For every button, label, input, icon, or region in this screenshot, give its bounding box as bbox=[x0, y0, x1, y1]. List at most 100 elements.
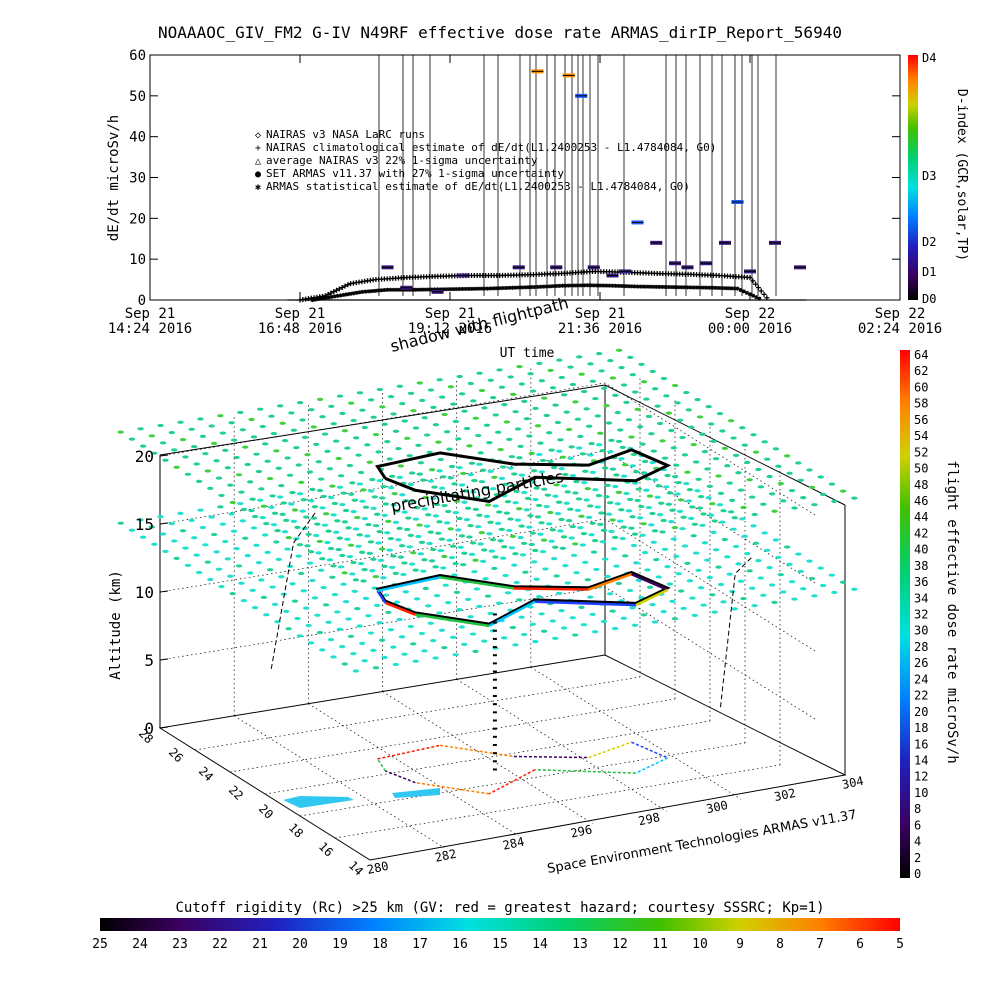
particle-dot bbox=[179, 529, 187, 533]
armas-stat-point bbox=[735, 286, 740, 291]
particle-dot bbox=[487, 378, 494, 382]
rigidity-tick: 16 bbox=[452, 937, 468, 952]
particle-dot bbox=[531, 469, 538, 473]
particle-dot bbox=[427, 388, 435, 392]
particle-dot bbox=[435, 531, 442, 535]
particle-dot bbox=[199, 434, 207, 438]
rigidity-tick: 14 bbox=[532, 937, 548, 952]
particle-dot bbox=[529, 389, 537, 393]
particle-dot bbox=[606, 501, 614, 505]
particle-dot bbox=[447, 527, 454, 531]
particle-dot bbox=[472, 558, 479, 562]
armas-stat-point bbox=[716, 285, 721, 290]
particle-dot bbox=[608, 529, 615, 534]
particle-dot bbox=[289, 582, 296, 586]
particle-dot bbox=[249, 588, 256, 592]
armas-stat-point bbox=[757, 296, 762, 301]
particle-dot bbox=[535, 594, 543, 599]
particle-dot bbox=[538, 612, 545, 616]
particle-dot bbox=[260, 595, 268, 599]
particle-dot bbox=[471, 478, 478, 483]
particle-dot bbox=[386, 548, 393, 552]
armas-stat-point bbox=[329, 294, 334, 299]
altitude-axis: 0 5 10 15 20 bbox=[135, 447, 169, 738]
nairas-point bbox=[339, 284, 345, 290]
particle-dot bbox=[350, 652, 357, 656]
z-tick-label: 15 bbox=[135, 515, 154, 534]
particle-dot bbox=[336, 394, 344, 398]
particle-dot bbox=[629, 373, 636, 377]
particle-dot bbox=[546, 431, 553, 435]
particle-dot bbox=[719, 429, 726, 433]
armas-stat-point bbox=[660, 284, 665, 289]
particle-dot bbox=[453, 590, 461, 594]
particle-dot bbox=[559, 455, 567, 459]
particle-dot bbox=[768, 583, 776, 587]
particle-dot bbox=[350, 418, 357, 423]
particle-dot bbox=[395, 538, 402, 542]
particle-dot bbox=[423, 433, 431, 437]
armas-stat-point bbox=[463, 286, 468, 291]
particle-dot bbox=[755, 467, 762, 472]
particle-dot bbox=[656, 421, 664, 426]
particle-dot bbox=[451, 482, 458, 486]
particle-dot bbox=[629, 464, 636, 468]
particle-dot bbox=[399, 402, 406, 406]
particle-dot bbox=[159, 441, 167, 445]
particle-dot bbox=[533, 577, 540, 581]
particle-dot bbox=[450, 402, 457, 406]
particle-dot bbox=[345, 526, 352, 530]
armas-stat-point bbox=[354, 290, 359, 295]
particle-dot bbox=[540, 629, 548, 633]
particle-dot bbox=[341, 520, 349, 524]
particle-dot bbox=[327, 637, 335, 642]
particle-dot bbox=[314, 613, 321, 617]
particle-dot bbox=[573, 571, 580, 575]
particle-dot bbox=[582, 469, 589, 473]
particle-dot bbox=[237, 501, 244, 506]
set-armas-point-edge bbox=[575, 95, 588, 97]
particle-dot bbox=[620, 383, 628, 387]
particle-dot bbox=[387, 394, 395, 399]
rigidity-patch bbox=[283, 796, 354, 808]
particle-dot bbox=[696, 415, 704, 419]
armas-stat-point bbox=[410, 287, 415, 292]
particle-dot bbox=[651, 387, 659, 391]
particle-dot bbox=[539, 458, 547, 463]
particle-dot bbox=[751, 604, 758, 608]
particle-dot bbox=[731, 516, 738, 520]
particle-dot bbox=[521, 490, 528, 495]
particle-dot bbox=[553, 483, 560, 487]
particle-dot bbox=[483, 514, 491, 518]
particle-dot bbox=[372, 575, 380, 579]
particle-dot bbox=[407, 624, 414, 629]
particle-dot bbox=[683, 482, 690, 486]
particle-dot bbox=[592, 396, 599, 401]
z-tick bbox=[159, 726, 169, 729]
particle-dot bbox=[618, 457, 625, 461]
legend: ◇ NAIRAS v3 NASA LaRC runs + NAIRAS climato… bbox=[255, 128, 716, 193]
particle-dot bbox=[184, 472, 192, 476]
particle-dot bbox=[440, 566, 447, 570]
particle-dot bbox=[415, 534, 422, 539]
particle-dot bbox=[730, 436, 737, 440]
particle-dot bbox=[562, 472, 569, 477]
particle-dot bbox=[498, 476, 506, 480]
particle-dot bbox=[458, 392, 466, 396]
particle-dot bbox=[350, 509, 357, 514]
particle-dot bbox=[685, 499, 692, 503]
particle-dot bbox=[222, 448, 229, 453]
particle-dot bbox=[576, 446, 583, 450]
armas-stat-point bbox=[726, 286, 731, 291]
particle-dot bbox=[171, 448, 178, 452]
armas-stat-point bbox=[504, 285, 509, 290]
particle-dot bbox=[615, 490, 623, 494]
particle-dot bbox=[400, 572, 407, 577]
particle-dot bbox=[562, 564, 569, 568]
particle-dot bbox=[372, 666, 380, 670]
particle-dot bbox=[432, 565, 439, 569]
particle-dot bbox=[534, 424, 542, 428]
particle-dot bbox=[385, 610, 392, 615]
particle-dot bbox=[579, 452, 587, 456]
